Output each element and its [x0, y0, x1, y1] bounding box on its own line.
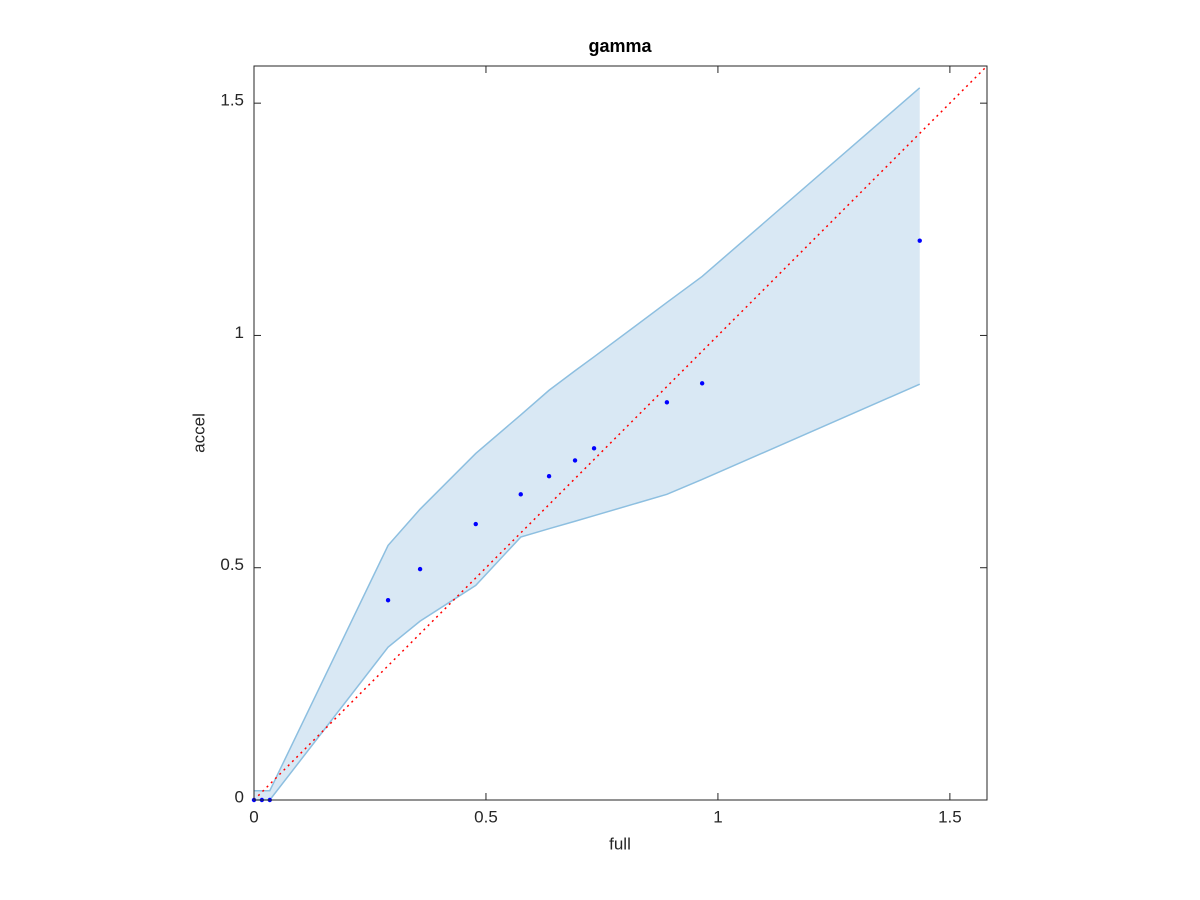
y-tick-label: 0: [235, 787, 244, 806]
band-upper-edge: [254, 87, 921, 792]
plot-frame: [253, 65, 988, 801]
y-tick-label: 0.5: [220, 555, 244, 574]
data-point: [572, 458, 578, 463]
data-point: [417, 566, 423, 572]
data-point: [473, 521, 478, 527]
x-tick-label: 1.5: [938, 807, 962, 826]
confidence-band: [254, 87, 920, 801]
y-tick-label: 1: [235, 323, 244, 342]
x-axis-label: full: [609, 834, 631, 853]
data-point: [546, 474, 552, 479]
y-axis-label: accel: [189, 413, 208, 453]
data-point: [518, 492, 523, 497]
data-point: [664, 400, 670, 405]
x-tick-label: 0: [249, 807, 258, 826]
x-tick-label: 1: [713, 807, 722, 826]
chart-title: gamma: [588, 36, 652, 56]
data-point: [591, 446, 597, 451]
data-point: [699, 381, 705, 386]
data-point: [917, 238, 922, 243]
y-tick-label: 1.5: [220, 91, 244, 110]
reference-line: [253, 65, 988, 801]
data-point: [385, 598, 391, 603]
x-tick-label: 0.5: [474, 807, 498, 826]
